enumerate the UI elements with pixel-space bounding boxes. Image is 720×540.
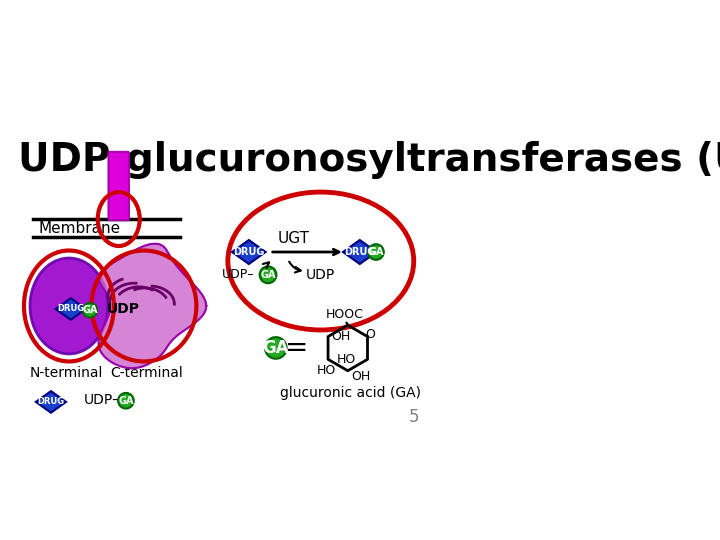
Polygon shape: [36, 391, 66, 413]
Text: HO: HO: [336, 353, 356, 366]
Text: UDP–: UDP–: [84, 393, 120, 407]
Text: GA: GA: [82, 305, 98, 315]
Text: GA: GA: [368, 247, 384, 257]
Text: UDP: UDP: [306, 268, 335, 282]
Polygon shape: [343, 240, 377, 264]
Text: UDP-glucuronosyltransferases (UGTs): UDP-glucuronosyltransferases (UGTs): [18, 141, 720, 179]
Text: 5: 5: [409, 408, 420, 426]
FancyBboxPatch shape: [109, 152, 129, 220]
Ellipse shape: [30, 258, 108, 354]
Text: UDP–: UDP–: [222, 268, 255, 281]
Text: =: =: [285, 334, 308, 362]
Circle shape: [83, 303, 97, 318]
Text: O: O: [366, 328, 375, 341]
Text: DRUG: DRUG: [344, 247, 375, 257]
Polygon shape: [232, 240, 266, 264]
Text: UGT: UGT: [278, 231, 310, 246]
Text: UDP: UDP: [107, 302, 140, 316]
Text: OH: OH: [331, 330, 351, 343]
Text: GA: GA: [260, 270, 276, 280]
Text: GA: GA: [118, 396, 134, 406]
Circle shape: [118, 393, 134, 409]
Text: glucuronic acid (GA): glucuronic acid (GA): [280, 386, 421, 400]
Polygon shape: [99, 244, 206, 368]
Circle shape: [265, 337, 287, 359]
Polygon shape: [55, 298, 86, 320]
Text: DRUG: DRUG: [233, 247, 264, 257]
Text: GA: GA: [263, 339, 289, 357]
Text: HOOC: HOOC: [326, 308, 364, 321]
Circle shape: [260, 266, 276, 283]
Text: DRUG: DRUG: [57, 305, 84, 314]
Text: DRUG: DRUG: [37, 397, 65, 407]
Text: HO: HO: [317, 364, 336, 377]
Text: C-terminal: C-terminal: [111, 366, 184, 380]
Text: N-terminal: N-terminal: [30, 366, 103, 380]
Text: OH: OH: [351, 370, 370, 383]
Text: Membrane: Membrane: [39, 220, 121, 235]
Circle shape: [368, 244, 384, 260]
